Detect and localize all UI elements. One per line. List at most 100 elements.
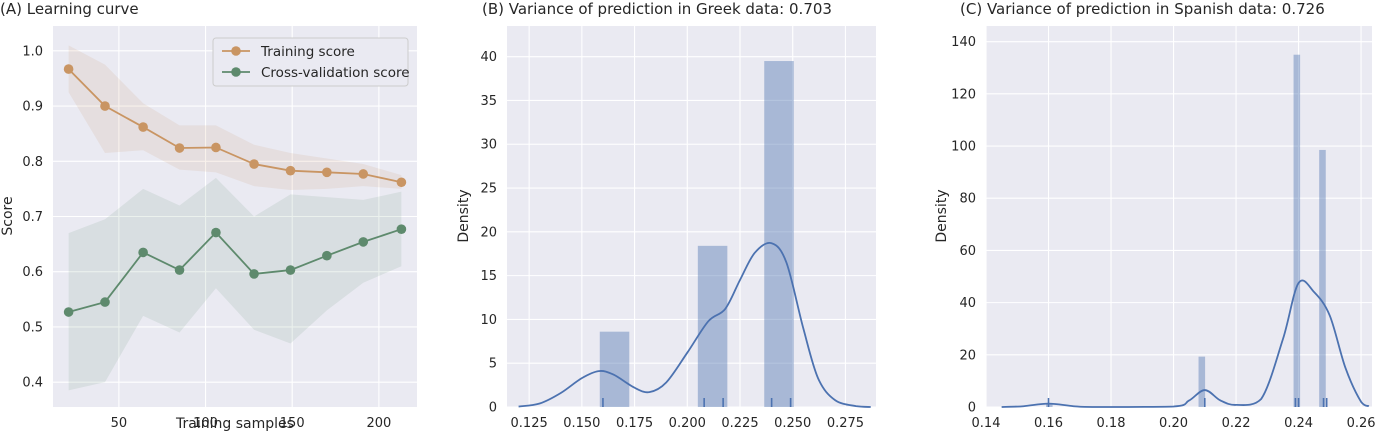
score-point	[63, 64, 74, 74]
y-tick-label: 0	[489, 401, 497, 416]
panel-a-legend: Training score Cross-validation score	[212, 37, 410, 87]
y-tick-label: 25	[480, 182, 497, 197]
y-tick-label: 5	[489, 357, 497, 372]
score-band	[68, 45, 402, 190]
x-tick-label: 0.18	[1097, 416, 1126, 431]
y-tick-label: 40	[959, 296, 976, 311]
y-tick-label: 0.5	[22, 320, 43, 335]
panel-b-rug	[602, 398, 792, 407]
histogram-bar	[1198, 356, 1206, 407]
panel-b-grid	[507, 26, 876, 408]
y-tick-label: 0.4	[22, 376, 43, 391]
kde-curve	[1001, 279, 1370, 408]
score-line	[67, 68, 402, 184]
score-point	[211, 227, 221, 238]
y-tick-label: 0.7	[22, 210, 43, 225]
x-tick-label: 0.150	[563, 416, 600, 431]
y-tick-label: 120	[951, 87, 976, 102]
panel-c-kde	[1001, 279, 1370, 408]
panel-b-bars	[599, 61, 794, 407]
x-tick-label: 0.275	[827, 416, 864, 431]
score-point	[100, 297, 110, 307]
x-tick-label: 150	[280, 416, 305, 431]
y-tick-label: 20	[959, 348, 976, 363]
y-tick-label: 30	[480, 138, 497, 153]
y-tick-label: 0.9	[22, 100, 43, 115]
score-point	[322, 250, 332, 261]
score-point	[285, 265, 296, 275]
y-tick-label: 20	[480, 225, 497, 240]
score-point	[63, 307, 74, 317]
panel-a-bands	[68, 45, 402, 391]
panel-a-lines	[63, 64, 407, 317]
panel-a-y-label: Score	[0, 196, 16, 235]
legend-box	[212, 37, 409, 87]
x-tick-label: 0.20	[1159, 416, 1188, 431]
score-point	[211, 142, 221, 153]
score-line	[68, 228, 402, 313]
histogram-bar	[599, 331, 630, 407]
score-point	[358, 169, 369, 179]
histogram-bar	[1319, 149, 1326, 407]
score-point	[285, 165, 296, 176]
panel-c: (C) Variance of prediction in Spanish da…	[934, 0, 1375, 431]
x-tick-label: 0.175	[616, 416, 653, 431]
y-tick-label: 140	[951, 35, 976, 50]
score-point	[174, 265, 185, 275]
legend-training-label: Training score	[260, 44, 355, 60]
legend-cv-marker	[231, 67, 241, 77]
kde-curve	[518, 242, 871, 408]
y-tick-label: 15	[480, 269, 497, 284]
y-tick-label: 35	[480, 94, 497, 109]
panel-b-plot-area	[507, 26, 876, 407]
score-point	[396, 177, 407, 188]
y-tick-label: 40	[480, 50, 497, 65]
y-tick-label: 0.6	[22, 265, 43, 280]
score-point	[100, 101, 110, 111]
panel-a-x-label: Training samples	[175, 416, 294, 432]
panel-a-y-ticks: 0.4 0.5 0.6 0.7 0.8 0.9 1.0	[22, 44, 43, 390]
panel-b-kde	[518, 242, 871, 408]
x-tick-label: 0.250	[774, 416, 811, 431]
x-tick-label: 0.125	[511, 416, 548, 431]
x-tick-label: 0.14	[972, 416, 1001, 431]
histogram-bar	[697, 245, 728, 407]
y-tick-label: 80	[959, 192, 976, 207]
panel-b-x-ticks: 0.125 0.150 0.175 0.200 0.225 0.250 0.275	[511, 416, 865, 431]
x-tick-label: 0.22	[1222, 416, 1251, 431]
score-band	[68, 177, 402, 391]
y-tick-label: 0.8	[22, 155, 43, 170]
panel-c-grid	[985, 26, 1372, 408]
panel-c-rug	[1047, 398, 1328, 407]
x-tick-label: 0.200	[669, 416, 706, 431]
y-tick-label: 100	[951, 140, 976, 155]
panel-b-title: (B) Variance of prediction in Greek data…	[482, 0, 832, 18]
panel-a-x-ticks: 50 100 150 200	[111, 416, 392, 431]
panel-b-y-label: Density	[456, 189, 472, 242]
y-tick-label: 60	[959, 244, 976, 259]
x-tick-label: 0.26	[1347, 416, 1375, 431]
score-point	[322, 167, 332, 178]
histogram-bar	[1293, 54, 1301, 408]
histogram-bar	[764, 61, 794, 407]
panel-c-plot-area	[986, 26, 1372, 407]
score-point	[174, 143, 185, 153]
legend-cv-label: Cross-validation score	[261, 65, 410, 81]
panel-b-y-ticks: 0 5 10 15 20 25 30 35 40	[480, 50, 497, 415]
x-tick-label: 0.16	[1034, 416, 1063, 431]
y-tick-label: 10	[480, 313, 497, 328]
x-tick-label: 0.24	[1284, 416, 1313, 431]
x-tick-label: 100	[193, 416, 218, 431]
score-point	[138, 247, 148, 258]
panel-c-title: (C) Variance of prediction in Spanish da…	[960, 0, 1325, 18]
score-point	[358, 237, 369, 247]
legend-training-marker	[231, 46, 241, 56]
x-tick-label: 50	[111, 416, 128, 431]
score-point	[138, 122, 148, 132]
panel-c-y-ticks: 0 20 40 60 80 100 120 140	[951, 35, 976, 415]
y-tick-label: 0	[968, 401, 976, 416]
score-point	[249, 269, 259, 279]
panel-a-title: (A) Learning curve	[0, 0, 139, 18]
panel-a: (A) Learning curve 50 100 150 200 0.4 0.5 0.6…	[0, 0, 417, 432]
panel-c-y-label: Density	[934, 189, 950, 242]
